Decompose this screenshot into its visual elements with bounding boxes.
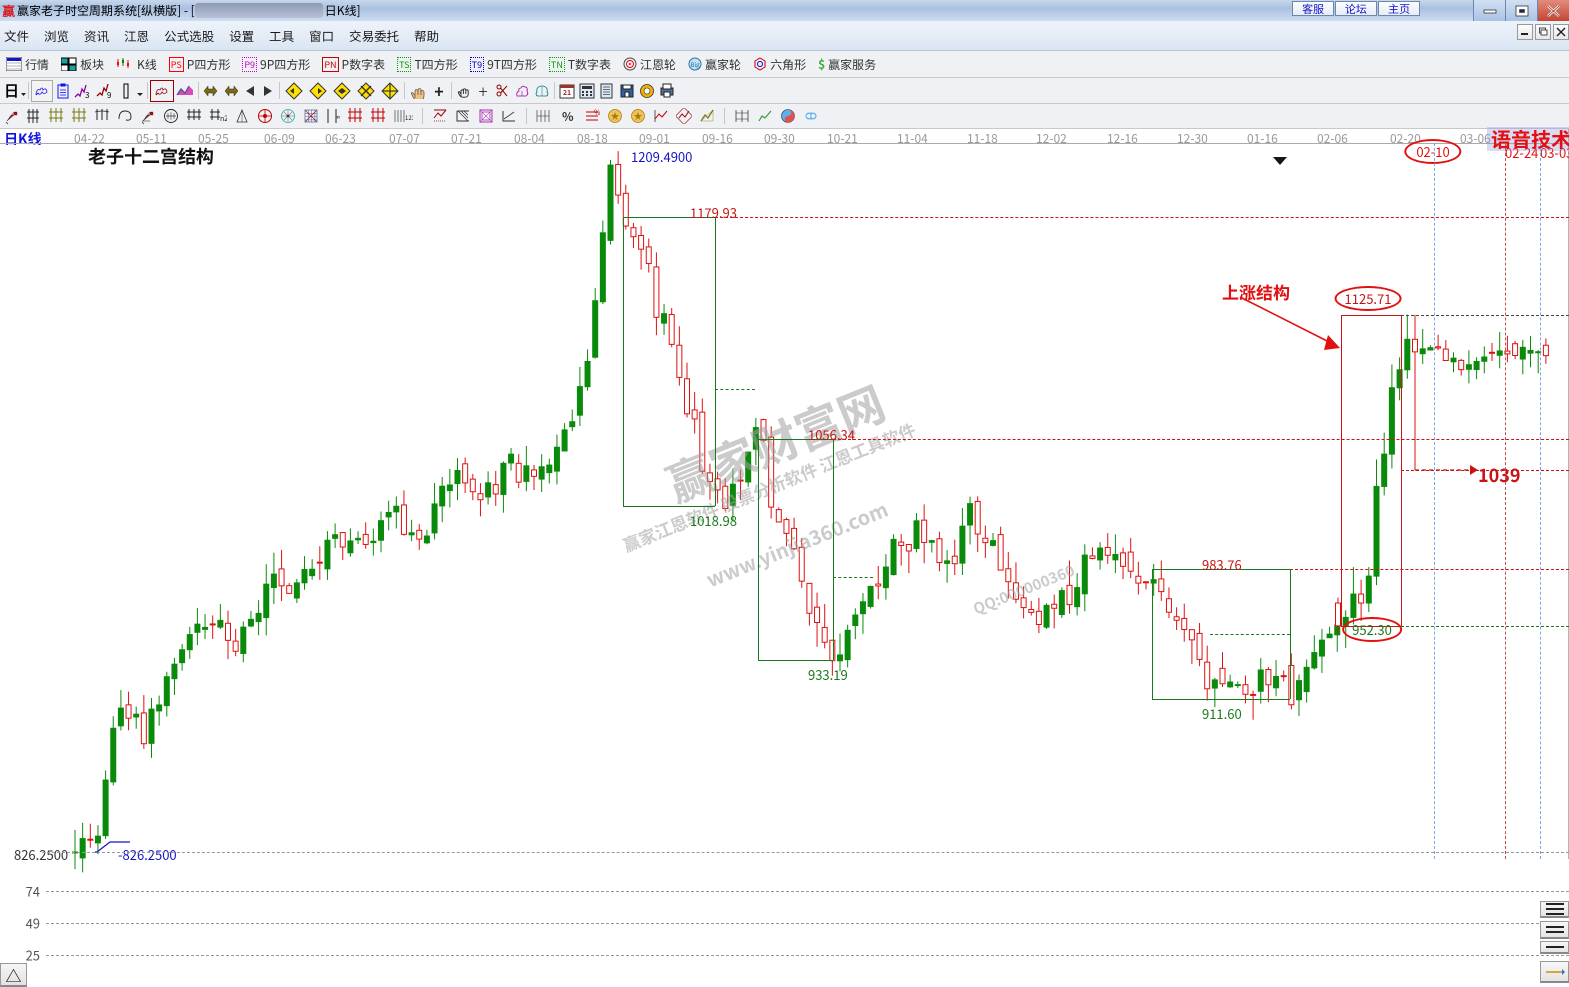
svg-text:Big: Big <box>691 60 701 69</box>
svg-text:日: 日 <box>4 83 19 100</box>
svg-text:123: 123 <box>405 113 413 122</box>
svg-text:": " <box>336 113 340 125</box>
svg-text:%: % <box>594 108 600 118</box>
svg-text:9: 9 <box>107 90 112 99</box>
svg-text:3: 3 <box>85 90 89 99</box>
svg-text:n2: n2 <box>220 114 227 124</box>
svg-text:21: 21 <box>563 88 571 98</box>
svg-text:%: % <box>562 108 574 124</box>
